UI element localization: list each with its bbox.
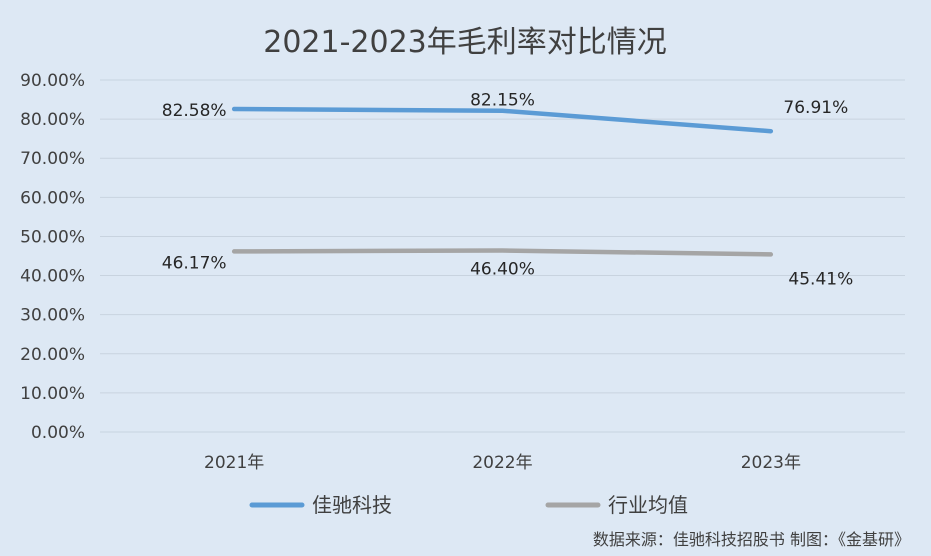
- data-label: 76.91%: [783, 98, 848, 118]
- data-label: 45.41%: [788, 269, 853, 289]
- y-tick-label: 50.00%: [20, 227, 85, 247]
- series-line: [231, 106, 774, 134]
- x-tick-label: 2021年: [204, 453, 264, 473]
- source-note: 数据来源：佳驰科技招股书 制图：《金基研》: [593, 530, 910, 549]
- y-tick-label: 60.00%: [20, 188, 85, 208]
- series-lines: [231, 106, 774, 257]
- y-tick-label: 90.00%: [20, 71, 85, 91]
- y-tick-label: 10.00%: [20, 384, 85, 404]
- data-label: 82.58%: [162, 101, 227, 121]
- x-tick-label: 2022年: [472, 453, 532, 473]
- x-axis-ticks: 2021年 2022年 2023年: [204, 453, 801, 473]
- data-label: 46.40%: [470, 260, 535, 280]
- y-tick-label: 80.00%: [20, 110, 85, 130]
- series-line: [231, 248, 774, 257]
- gridlines: [100, 79, 905, 433]
- data-labels: 82.58% 82.15% 76.91% 46.17% 46.40% 45.41%: [162, 91, 853, 290]
- legend: 佳驰科技 行业均值: [249, 493, 688, 517]
- y-axis-ticks: 0.00% 10.00% 20.00% 30.00% 40.00% 50.00% 60.00…: [20, 71, 85, 443]
- y-tick-label: 20.00%: [20, 345, 85, 365]
- y-tick-label: 40.00%: [20, 267, 85, 287]
- x-tick-label: 2023年: [741, 453, 801, 473]
- legend-label: 行业均值: [608, 493, 688, 517]
- chart-title: 2021-2023年毛利率对比情况: [263, 25, 667, 60]
- y-tick-label: 30.00%: [20, 306, 85, 326]
- legend-label: 佳驰科技: [312, 493, 392, 517]
- data-label: 46.17%: [162, 253, 227, 273]
- y-tick-label: 70.00%: [20, 149, 85, 169]
- data-label: 82.15%: [470, 91, 535, 111]
- y-tick-label: 0.00%: [31, 423, 85, 443]
